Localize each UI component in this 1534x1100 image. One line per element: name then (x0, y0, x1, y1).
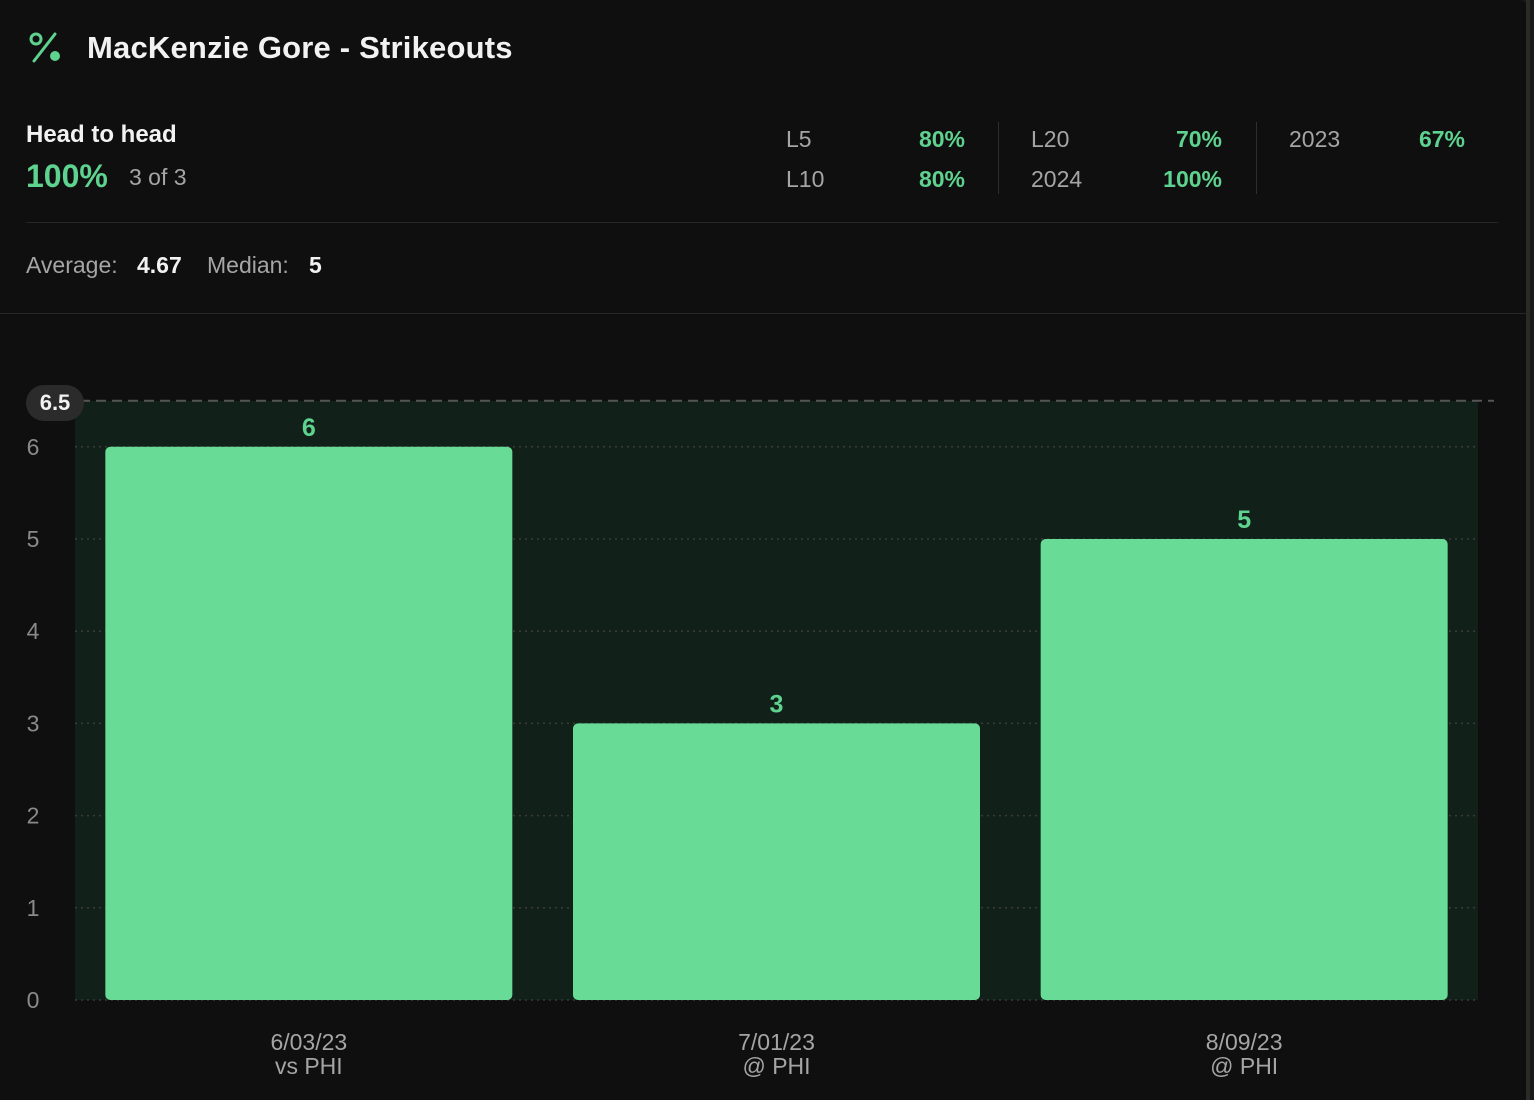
y-tick-label: 6 (27, 434, 40, 460)
split-value-l5: 80% (918, 126, 965, 152)
bar-value-label: 5 (1237, 506, 1251, 534)
prop-line-badge: 6.5 (26, 385, 84, 421)
y-tick-label: 5 (27, 526, 40, 552)
x-tick-label: 6/03/23 (270, 1029, 347, 1055)
bar-value-label: 6 (302, 414, 316, 442)
median-label: Median: (207, 252, 289, 278)
median-value: 5 (309, 252, 322, 278)
percent-icon (29, 32, 60, 63)
splits-divider (1256, 122, 1257, 194)
bar (105, 446, 513, 1000)
x-tick-sublabel: @ PHI (742, 1053, 810, 1079)
average-value: 4.67 (137, 252, 182, 278)
splits-divider (998, 122, 999, 194)
page-title: MacKenzie Gore - Strikeouts (87, 30, 513, 65)
section-divider (26, 222, 1498, 223)
y-tick-label: 3 (27, 710, 40, 736)
split-label-2024: 2024 (1031, 166, 1083, 192)
y-tick-label: 1 (27, 895, 40, 921)
split-label-2023: 2023 (1289, 126, 1341, 152)
x-tick-label: 7/01/23 (738, 1029, 815, 1055)
bar-value-label: 3 (770, 690, 784, 718)
bar (573, 723, 980, 1000)
head-to-head-count: 3 of 3 (129, 164, 187, 190)
split-value-l20: 70% (1175, 126, 1222, 152)
head-to-head-percent: 100% (26, 158, 108, 194)
split-value-l10: 80% (918, 166, 965, 192)
split-value-2024: 100% (1163, 166, 1222, 192)
split-label-l20: L20 (1031, 126, 1070, 152)
head-to-head-label: Head to head (26, 121, 177, 148)
bar (1040, 539, 1448, 1000)
x-tick-sublabel: vs PHI (275, 1053, 343, 1079)
average-label: Average: (26, 252, 118, 278)
y-tick-label: 4 (27, 618, 40, 644)
chart-divider (0, 313, 1530, 314)
y-tick-label: 2 (27, 803, 40, 829)
y-tick-label: 0 (27, 987, 40, 1013)
x-tick-label: 8/09/23 (1206, 1029, 1283, 1055)
panel-edge (1526, 0, 1530, 1100)
x-tick-sublabel: @ PHI (1210, 1053, 1278, 1079)
split-value-2023: 67% (1418, 126, 1465, 152)
split-label-l10: L10 (786, 166, 825, 192)
split-label-l5: L5 (786, 126, 812, 152)
